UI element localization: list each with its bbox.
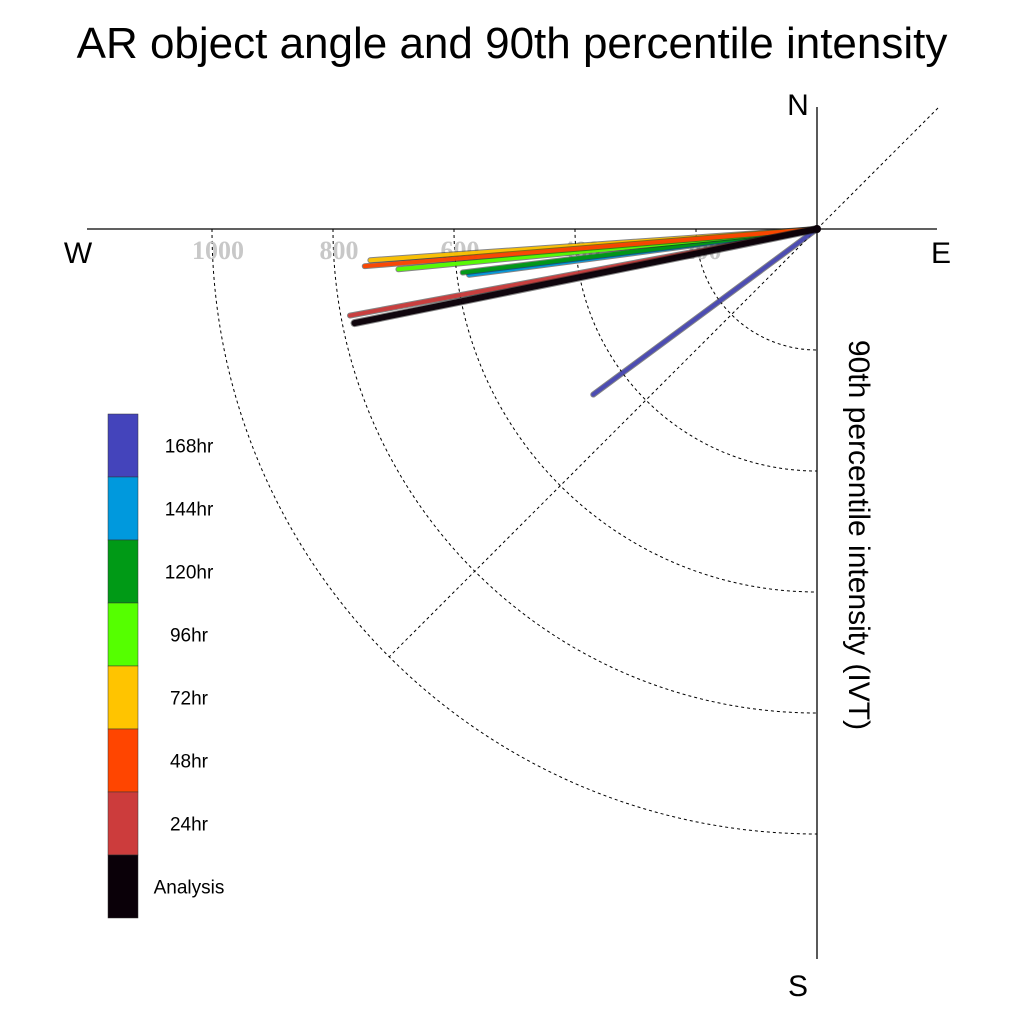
grid-layer — [211, 107, 939, 835]
tick-label-1000: 1000 — [192, 236, 244, 265]
series-line-168hr — [591, 227, 819, 397]
legend-swatch-120hr — [107, 539, 139, 604]
legend-label-120hr: 120hr — [165, 563, 214, 584]
compass-east: E — [931, 237, 951, 270]
compass-west: W — [64, 237, 93, 270]
legend-swatch-96hr — [107, 602, 139, 667]
legend-label-144hr: 144hr — [165, 500, 214, 521]
legend-label-96hr: 96hr — [170, 626, 209, 647]
compass-north: N — [787, 89, 809, 122]
legend-swatch-24hr — [107, 791, 139, 856]
legend-swatch-72hr — [107, 665, 139, 730]
y-axis-label: 90th percentile intensity (IVT) — [842, 340, 875, 730]
legend-label-168hr: 168hr — [165, 437, 214, 458]
series-line-analysis — [351, 226, 820, 327]
legend-label-analysis: Analysis — [154, 878, 225, 899]
chart-title: AR object angle and 90th percentile inte… — [77, 19, 948, 68]
legend: 168hr 144hr 120hr 96hr 72hr 48hr 24hr Analysis — [107, 413, 225, 919]
legend-swatch-48hr — [107, 728, 139, 793]
grid-arc-400 — [574, 228, 818, 472]
series-lines — [347, 225, 821, 398]
tick-label-800: 800 — [320, 236, 359, 265]
legend-label-72hr: 72hr — [170, 689, 209, 710]
legend-label-24hr: 24hr — [170, 815, 209, 836]
legend-swatch-analysis — [107, 854, 139, 919]
legend-swatch-168hr — [107, 413, 139, 478]
legend-label-48hr: 48hr — [170, 752, 209, 773]
origin-marker — [813, 225, 821, 233]
legend-swatch-144hr — [107, 476, 139, 541]
compass-south: S — [788, 970, 808, 1003]
series-line-48hr — [362, 227, 819, 269]
